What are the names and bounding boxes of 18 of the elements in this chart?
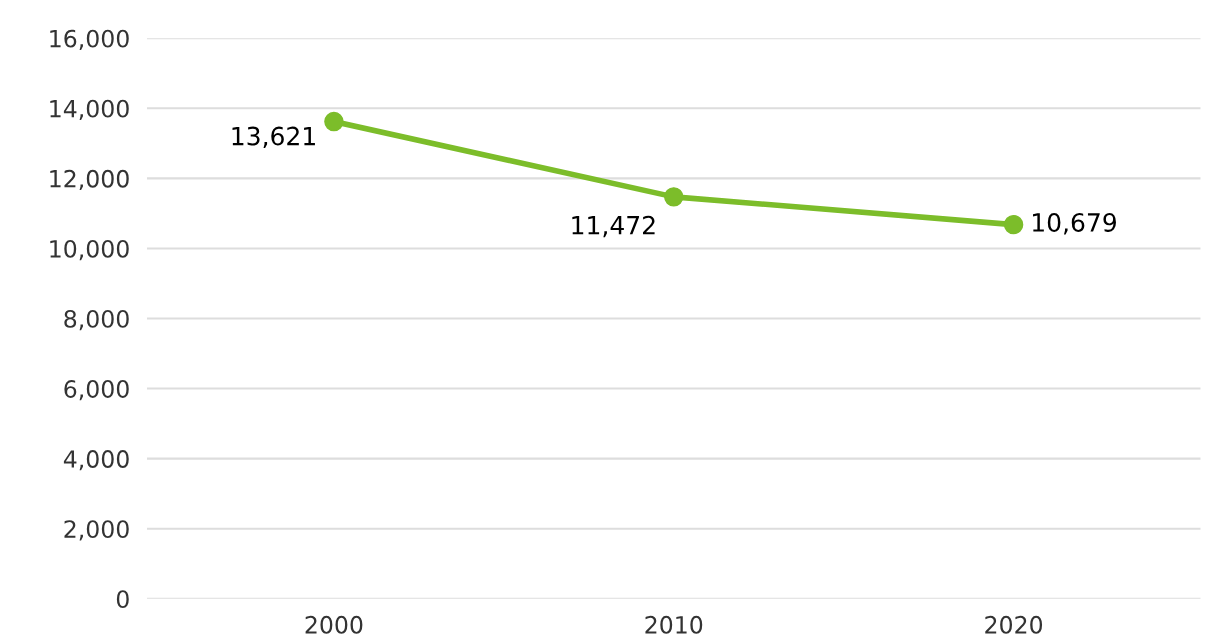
x-tick-label: 2020	[985, 615, 1043, 634]
x-tick-label: 2010	[645, 615, 703, 634]
data-label: 10,679	[1033, 212, 1116, 235]
y-tick-label: 8,000	[64, 309, 129, 331]
y-tick-label: 6,000	[64, 380, 129, 401]
y-tick-label: 2,000	[64, 520, 129, 541]
y-tick-label: 4,000	[63, 450, 129, 471]
y-tick-label: 16,000	[50, 29, 129, 50]
data-label: 13,621	[232, 126, 315, 149]
y-tick-label: 0	[116, 590, 129, 609]
y-tick-label: 10,000	[50, 239, 129, 261]
y-tick-label: 12,000	[50, 169, 129, 191]
x-tick-label: 2000	[305, 615, 363, 634]
data-label: 11,472	[572, 215, 655, 238]
point	[324, 111, 344, 132]
point	[664, 187, 684, 207]
point	[1003, 214, 1024, 235]
y-tick-label: 14,000	[50, 99, 129, 121]
